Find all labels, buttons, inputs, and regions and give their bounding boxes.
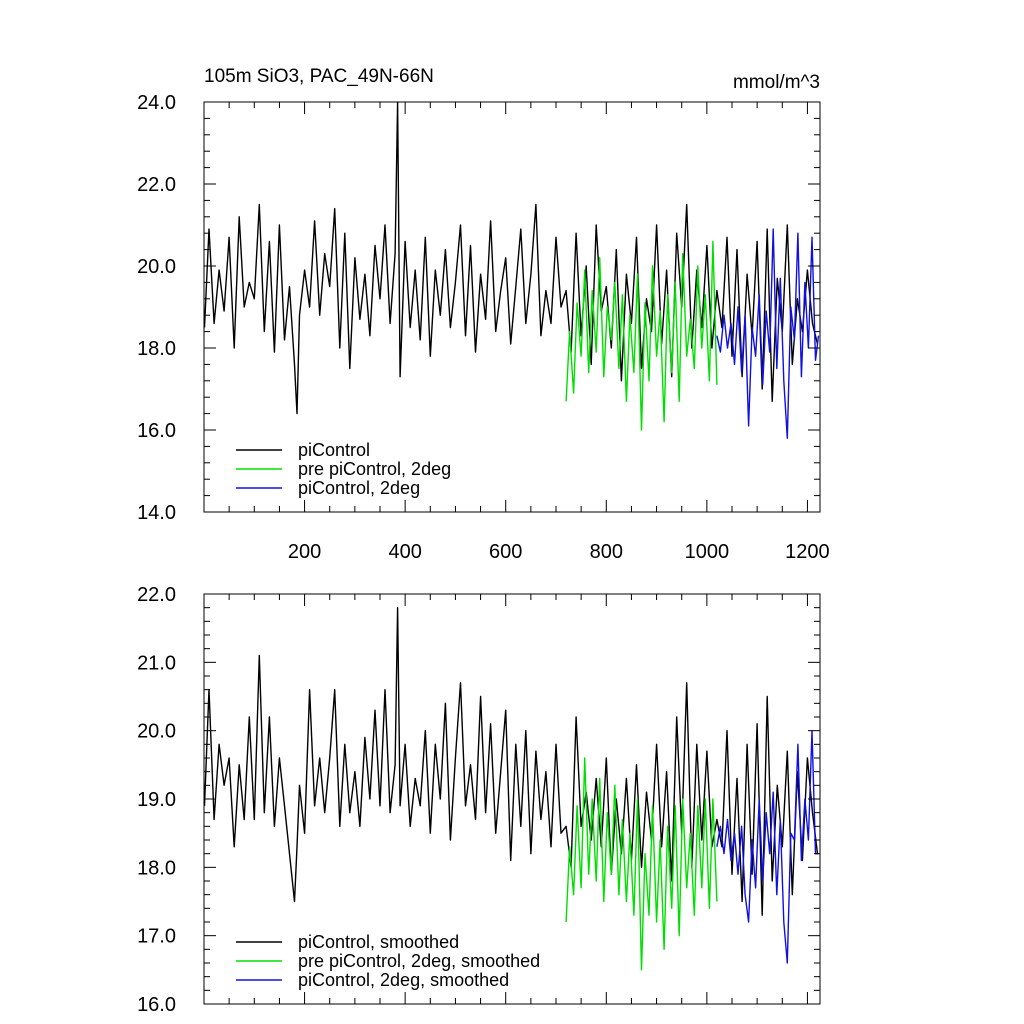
y-tick-label: 18.0 [137, 857, 176, 879]
legend-label-1: piControl [298, 440, 370, 460]
series-group [204, 102, 820, 439]
y-tick-label: 20.0 [137, 256, 176, 278]
legend-label-3: piControl, 2deg [298, 478, 420, 498]
series-line-2 [565, 240, 718, 431]
series-line-1 [204, 102, 819, 415]
x-tick-label: 1000 [685, 541, 730, 563]
y-tick-label: 22.0 [137, 584, 176, 606]
y-tick-label: 14.0 [137, 502, 176, 524]
plot-frame [203, 593, 821, 1005]
x-tick-label: 1200 [785, 541, 830, 563]
y-tick-label: 21.0 [137, 652, 176, 674]
bottom-chart-panel: 16.0 17.0 18.0 19.0 20.0 21.0 22.0 piControl, s… [137, 584, 821, 1016]
series-line-2 [565, 757, 718, 971]
x-tick-label: 600 [489, 541, 522, 563]
legend-label-2: pre piControl, 2deg [298, 459, 451, 479]
series-line-3 [716, 228, 820, 439]
y-tick-label: 19.0 [137, 789, 176, 811]
x-tick-label: 800 [590, 541, 623, 563]
y-tick-label: 16.0 [137, 994, 176, 1016]
legend-label-3: piControl, 2deg, smoothed [298, 970, 509, 990]
top-chart-panel: 14.0 16.0 18.0 20.0 22.0 24.0 200 400 600 800 1000… [137, 92, 830, 563]
figure-title: 105m SiO3, PAC_49N-66N [204, 66, 434, 87]
x-tick-label: 200 [288, 541, 321, 563]
series-line-3 [716, 730, 819, 964]
plot-frame [203, 101, 821, 513]
y-tick-label: 22.0 [137, 174, 176, 196]
legend-label-2: pre piControl, 2deg, smoothed [298, 951, 540, 971]
y-tick-label: 20.0 [137, 721, 176, 743]
legend-label-1: piControl, smoothed [298, 932, 459, 952]
y-tick-label: 17.0 [137, 926, 176, 948]
units-label: mmol/m^3 [733, 72, 820, 93]
y-tick-label: 18.0 [137, 338, 176, 360]
y-tick-label: 24.0 [137, 92, 176, 114]
x-tick-label: 400 [388, 541, 421, 563]
series-group [204, 607, 819, 971]
series-line-1 [204, 607, 819, 916]
y-tick-label: 16.0 [137, 420, 176, 442]
